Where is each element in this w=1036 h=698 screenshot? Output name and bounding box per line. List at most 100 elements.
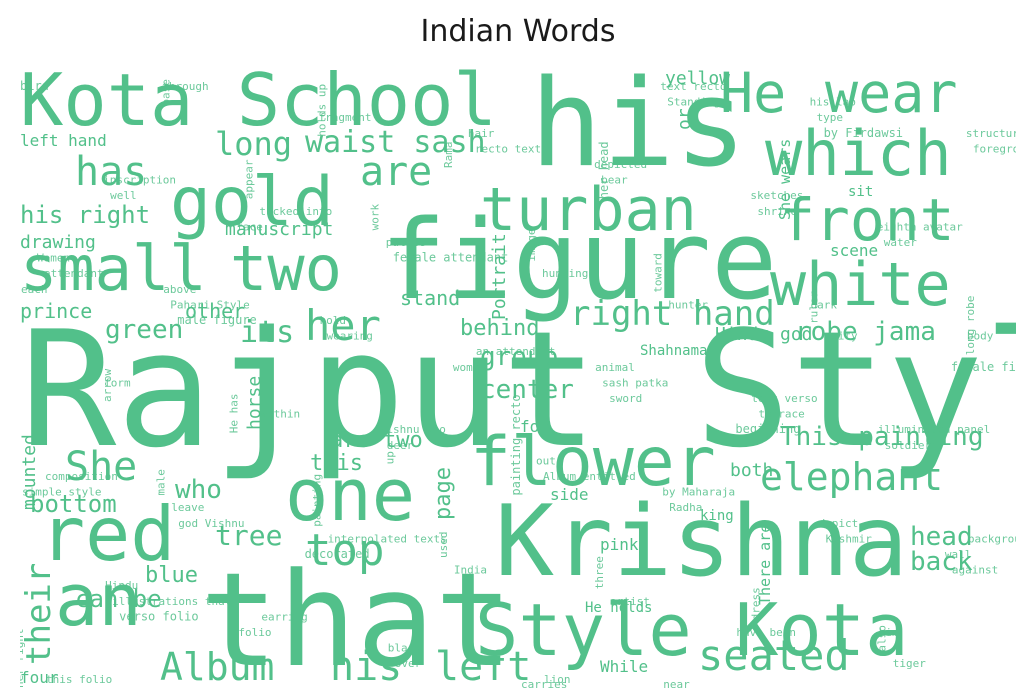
word: drawing (20, 232, 96, 253)
word: three (593, 556, 606, 589)
word: She wears (776, 139, 794, 220)
word: bottom (30, 490, 117, 518)
word: painting (311, 474, 324, 527)
word: horse (244, 376, 265, 430)
word: There are (756, 524, 774, 605)
word: foreground (973, 142, 1016, 155)
word: his (530, 66, 747, 194)
word: wear (825, 66, 957, 125)
word: are two (330, 428, 423, 453)
word: India (454, 564, 487, 577)
word: Pahari Style (170, 298, 249, 311)
word: appear (242, 159, 255, 199)
word: decorated (305, 547, 370, 561)
word: Standing (667, 96, 720, 109)
word: against (952, 564, 998, 577)
word: image (525, 228, 538, 261)
word: out (536, 454, 556, 467)
word: Shahnama (640, 343, 707, 359)
word: He (720, 66, 786, 125)
word: left (435, 644, 531, 690)
word: two (230, 232, 342, 305)
word: her (305, 301, 381, 350)
word: their (20, 563, 59, 665)
word: over (395, 657, 422, 670)
word: Women (37, 252, 70, 265)
word: verso folio (119, 609, 198, 623)
word: by Maharaja (662, 486, 735, 499)
word: Album entitled (543, 470, 636, 483)
word: toward (651, 253, 664, 293)
word: hunter (668, 298, 708, 311)
word: deity (825, 330, 858, 343)
word: hunting (542, 267, 588, 280)
word: gold (170, 163, 334, 242)
word: depicted (594, 158, 647, 171)
word: his right (20, 201, 150, 229)
word: by Firdawsi (824, 126, 903, 140)
word: Kota School (20, 66, 497, 142)
word: bear (601, 174, 628, 187)
word: eighth avatar (877, 220, 963, 233)
word: sit (848, 184, 873, 200)
word: dress (749, 587, 762, 620)
word: this (310, 451, 363, 476)
word: Portrait (489, 233, 510, 320)
word: male (154, 469, 167, 496)
word: form (104, 376, 131, 389)
word: long (215, 125, 292, 163)
word: within (260, 408, 300, 421)
word: hold (320, 314, 347, 327)
word: He holds (585, 600, 652, 616)
word: composition (45, 470, 118, 483)
word: who (175, 475, 222, 505)
word: for (520, 417, 549, 436)
word: front (780, 186, 955, 254)
word: tucked into (259, 205, 332, 218)
word: red (40, 490, 175, 578)
word: simple style (22, 486, 101, 499)
word: female attendant (393, 251, 509, 265)
word: side (550, 485, 589, 504)
word: elephant (760, 455, 943, 499)
word: flower (470, 423, 716, 502)
word: Vishnu who (380, 423, 446, 436)
word: back (910, 547, 973, 577)
word: well (110, 189, 136, 202)
word: painting recto (509, 394, 523, 495)
word: deer (387, 439, 414, 452)
word: attendant (44, 267, 104, 280)
word: Rama (442, 142, 455, 169)
word: each (21, 283, 48, 296)
word: background (968, 532, 1016, 545)
word: black (388, 642, 421, 655)
word: prince (20, 299, 92, 323)
word: four (20, 668, 59, 687)
word: Hindu (715, 324, 769, 345)
word: through (162, 80, 208, 93)
word: him (879, 626, 899, 639)
word: or (674, 108, 695, 130)
word: can be (75, 585, 162, 613)
word: this folio (46, 673, 112, 686)
word: white (770, 250, 951, 320)
word: illuminated panel (878, 423, 991, 436)
word: Radha (669, 501, 702, 514)
word: leave (171, 501, 204, 514)
word: an attendant (476, 345, 555, 358)
word: water (884, 236, 917, 249)
chart-title: Indian Words (420, 14, 616, 49)
word: text recto (660, 80, 726, 93)
word: also (876, 625, 889, 652)
word: stand (400, 286, 460, 310)
word: head (910, 522, 973, 552)
word: He has (227, 393, 240, 433)
word: tree (215, 519, 282, 552)
word: This painting (780, 422, 984, 452)
word: left hand (20, 131, 107, 150)
word: Style Kota (475, 588, 908, 672)
word: has (75, 149, 147, 195)
word: his (330, 644, 402, 690)
word: its (240, 315, 294, 350)
word: palace (386, 236, 426, 249)
